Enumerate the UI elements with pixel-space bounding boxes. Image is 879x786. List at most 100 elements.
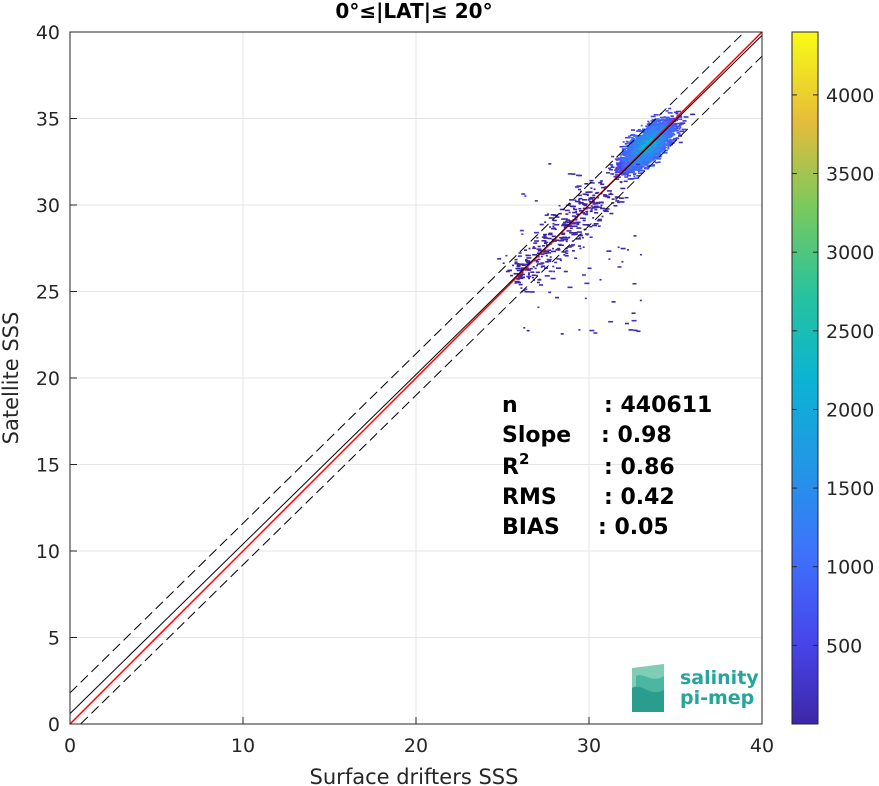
- density-cell: [690, 113, 696, 116]
- density-cell: [622, 150, 625, 153]
- density-cell: [627, 155, 631, 158]
- density-cell: [579, 217, 584, 220]
- density-cell: [648, 127, 653, 129]
- density-cell: [533, 259, 537, 262]
- density-cell: [662, 133, 666, 135]
- density-cell: [536, 259, 539, 262]
- density-cell: [622, 141, 625, 143]
- density-cell: [653, 131, 656, 134]
- density-cell: [650, 143, 656, 145]
- density-cell: [667, 129, 672, 131]
- density-cell: [566, 221, 571, 224]
- density-cell: [526, 261, 532, 264]
- density-cell: [561, 233, 566, 235]
- density-cell: [618, 197, 624, 199]
- density-cell: [572, 207, 575, 210]
- density-cell: [516, 265, 521, 267]
- density-cell: [562, 218, 568, 220]
- density-cell: [657, 161, 661, 163]
- density-cell: [563, 226, 567, 229]
- density-cell: [661, 122, 665, 125]
- y-tick-label: 30: [36, 195, 60, 217]
- density-cell: [608, 258, 611, 260]
- density-cell: [598, 201, 604, 204]
- density-cell: [632, 168, 638, 170]
- density-cell: [617, 157, 620, 159]
- density-cell: [654, 118, 660, 120]
- density-cell: [549, 226, 552, 228]
- density-cell: [639, 299, 642, 302]
- density-cell: [678, 141, 683, 144]
- density-cell: [524, 195, 527, 197]
- density-cell: [658, 151, 664, 153]
- density-cell: [621, 153, 626, 155]
- density-cell: [576, 223, 580, 226]
- density-cell: [611, 173, 614, 175]
- density-cell: [670, 119, 676, 121]
- density-cell: [544, 214, 549, 217]
- density-cell: [631, 139, 634, 142]
- density-cell: [537, 258, 541, 261]
- density-cell: [543, 242, 547, 244]
- density-cell: [514, 262, 520, 265]
- density-cell: [624, 156, 627, 159]
- density-cell: [597, 206, 603, 208]
- density-cell: [535, 271, 540, 274]
- density-cell: [656, 148, 662, 151]
- density-cell: [521, 233, 524, 235]
- density-cell: [650, 135, 653, 138]
- density-cell: [680, 118, 683, 121]
- density-cell: [528, 247, 531, 250]
- density-cell: [540, 255, 543, 258]
- density-cell: [590, 205, 593, 207]
- density-cell: [592, 203, 596, 205]
- density-cell: [584, 297, 587, 300]
- density-cell: [652, 164, 656, 166]
- density-cell: [620, 247, 626, 250]
- density-cell: [619, 158, 622, 161]
- reference-lines: [70, 32, 762, 724]
- density-cell: [636, 149, 639, 151]
- density-cell: [520, 287, 523, 289]
- density-cell: [531, 274, 536, 277]
- density-cell: [642, 140, 645, 143]
- density-cell: [584, 213, 588, 216]
- density-cell: [603, 194, 608, 196]
- density-cell: [630, 170, 635, 173]
- density-cell: [658, 121, 661, 124]
- density-cell: [624, 143, 627, 145]
- density-cell: [600, 192, 603, 195]
- density-cell: [649, 134, 655, 137]
- density-cell: [584, 182, 589, 185]
- density-cell: [620, 164, 626, 166]
- density-cell: [607, 167, 611, 170]
- density-cell: [633, 135, 636, 138]
- y-tick-label: 10: [36, 541, 60, 563]
- density-cell: [585, 191, 591, 194]
- density-cell: [620, 187, 626, 190]
- density-cell: [513, 272, 519, 275]
- density-cell: [680, 122, 686, 124]
- density-cell: [675, 110, 681, 113]
- density-cell: [532, 254, 538, 256]
- stat-value-n: : 440611: [604, 393, 712, 418]
- y-tick-label: 0: [48, 714, 60, 736]
- density-cell: [599, 278, 602, 281]
- density-cell: [631, 129, 636, 131]
- density-cell: [625, 159, 630, 162]
- density-cell: [601, 215, 604, 218]
- density-cell: [581, 199, 587, 201]
- density-cell: [514, 258, 518, 261]
- density-cell: [649, 129, 655, 131]
- density-cell: [582, 217, 586, 220]
- density-cell: [593, 222, 599, 225]
- density-cell: [527, 277, 530, 280]
- density-cell: [564, 209, 570, 212]
- density-cell: [624, 162, 629, 165]
- density-cell: [636, 174, 641, 177]
- density-cell: [639, 154, 645, 157]
- density-cell: [559, 208, 565, 211]
- density-cell: [614, 168, 619, 171]
- density-cell: [536, 264, 539, 267]
